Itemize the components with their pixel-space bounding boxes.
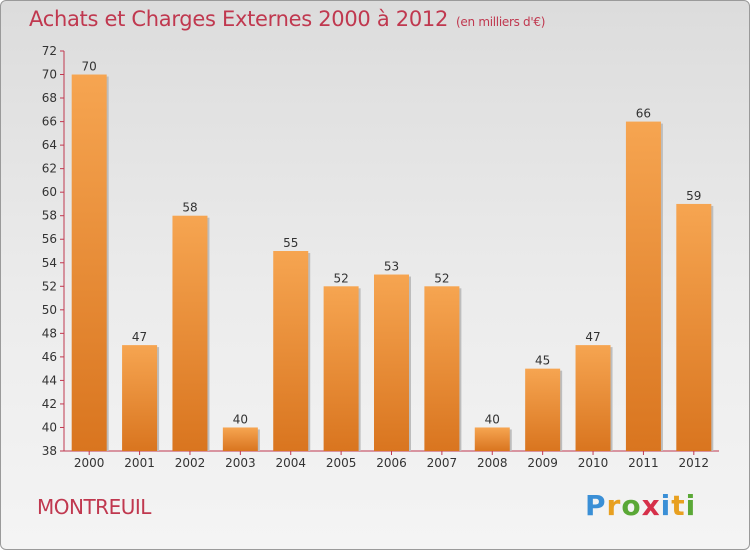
bar-2002[interactable] — [172, 215, 208, 451]
city-name: MONTREUIL — [37, 495, 151, 519]
data-label: 45 — [535, 354, 550, 368]
y-tick-label: 72 — [42, 44, 57, 58]
y-tick-label: 62 — [42, 162, 57, 176]
bar-2012[interactable] — [676, 203, 712, 451]
data-label: 53 — [384, 260, 399, 274]
proxiti-logo[interactable]: Proxiti — [585, 489, 696, 522]
x-tick-label: 2002 — [175, 456, 206, 470]
y-tick-label: 66 — [42, 115, 57, 129]
data-label: 52 — [333, 271, 348, 285]
x-tick-label: 2008 — [477, 456, 508, 470]
y-tick-label: 60 — [42, 185, 57, 199]
chart-title: Achats et Charges Externes 2000 à 2012 (e… — [29, 7, 545, 31]
bar-2004[interactable] — [273, 251, 309, 451]
bar-2009[interactable] — [525, 368, 561, 451]
y-tick-label: 46 — [42, 350, 57, 364]
data-label: 70 — [82, 60, 97, 74]
data-label: 47 — [585, 330, 600, 344]
y-tick-label: 68 — [42, 91, 57, 105]
data-label: 40 — [485, 412, 500, 426]
data-label: 66 — [636, 107, 651, 121]
bar-2005[interactable] — [323, 286, 359, 451]
x-tick-label: 2012 — [679, 456, 710, 470]
y-tick-label: 58 — [42, 209, 57, 223]
x-tick-label: 2001 — [124, 456, 155, 470]
x-tick-label: 2007 — [427, 456, 458, 470]
bar-2001[interactable] — [122, 345, 158, 451]
y-tick-label: 54 — [42, 256, 57, 270]
logo-letter: t — [671, 489, 686, 522]
bar-2003[interactable] — [222, 427, 258, 451]
y-tick-label: 56 — [42, 232, 57, 246]
data-label: 52 — [434, 271, 449, 285]
y-tick-label: 42 — [42, 397, 57, 411]
chart-unit: (en milliers d'€) — [456, 15, 546, 29]
data-label: 40 — [233, 412, 248, 426]
bar-2006[interactable] — [374, 274, 409, 451]
x-tick-label: 2005 — [326, 456, 357, 470]
x-tick-label: 2006 — [376, 456, 407, 470]
x-tick-label: 2000 — [74, 456, 105, 470]
x-tick-label: 2003 — [225, 456, 256, 470]
logo-letter: P — [585, 489, 607, 522]
data-label: 55 — [283, 236, 298, 250]
y-tick-label: 44 — [42, 373, 57, 387]
x-tick-label: 2011 — [628, 456, 659, 470]
logo-letter: i — [685, 489, 697, 522]
bar-2010[interactable] — [575, 345, 611, 451]
bar-2007[interactable] — [424, 286, 460, 451]
chart-title-text: Achats et Charges Externes 2000 à 2012 — [29, 7, 449, 31]
logo-letter: r — [606, 489, 622, 522]
y-tick-label: 50 — [42, 303, 57, 317]
y-tick-label: 48 — [42, 326, 57, 340]
data-label: 47 — [132, 330, 147, 344]
y-tick-label: 70 — [42, 68, 57, 82]
logo-letter: o — [621, 489, 642, 522]
logo-letter: x — [641, 489, 661, 522]
y-tick-label: 40 — [42, 420, 57, 434]
x-tick-label: 2004 — [275, 456, 306, 470]
bar-2000[interactable] — [71, 74, 107, 451]
data-label: 59 — [686, 189, 701, 203]
logo-letter: i — [660, 489, 672, 522]
data-label: 58 — [182, 201, 197, 215]
x-tick-label: 2010 — [578, 456, 609, 470]
y-tick-label: 64 — [42, 138, 57, 152]
y-tick-label: 38 — [42, 444, 57, 458]
y-tick-label: 52 — [42, 279, 57, 293]
x-tick-label: 2009 — [527, 456, 558, 470]
bar-2011[interactable] — [625, 121, 661, 452]
bar-2008[interactable] — [474, 427, 510, 451]
